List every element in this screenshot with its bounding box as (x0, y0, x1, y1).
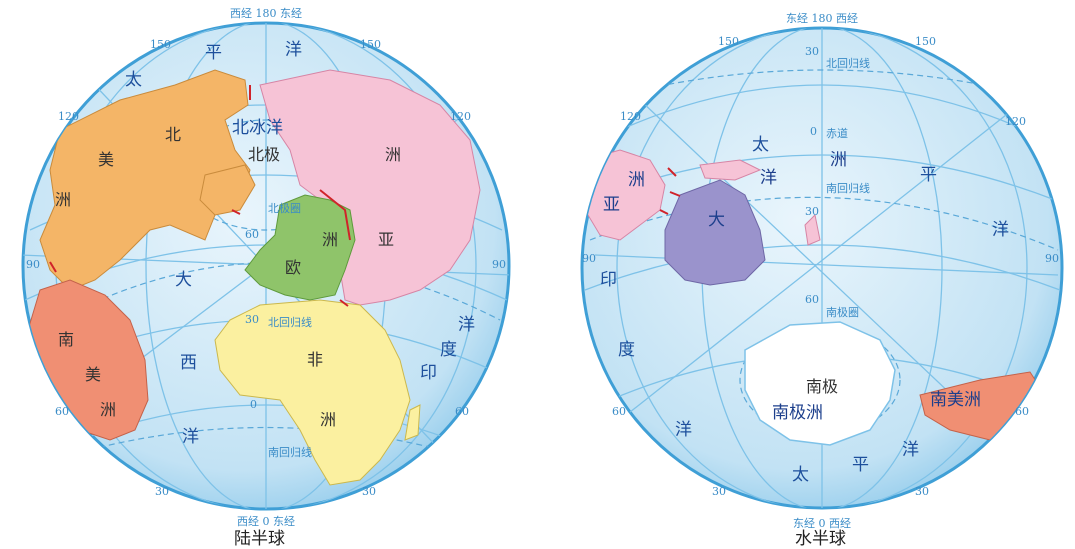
water-top-label: 东经 180 西经 (786, 12, 858, 25)
water-merid-label: 60 (612, 405, 626, 418)
oceania-shape (664, 179, 766, 286)
water-merid-label: 60 (1015, 405, 1029, 418)
water-merid-label: 150 (915, 35, 936, 48)
pacific-label-1: 太 (125, 70, 142, 90)
atlantic-label-1: 大 (175, 270, 192, 290)
new-guinea-shape (699, 159, 762, 181)
oceania-label-2: 洋 (760, 168, 777, 188)
north-america-label-2: 美 (98, 150, 114, 169)
water-lat-label: 30 (805, 45, 819, 58)
water-pacific-label-2: 平 (920, 165, 937, 185)
oceania-label-1: 大 (708, 210, 725, 230)
south-america-label-3: 洲 (100, 400, 116, 419)
land-merid-label: 30 (155, 485, 169, 498)
water-pacific-label-1: 太 (752, 135, 769, 155)
water-hemisphere: 东经 180 西经 东经 0 西经 150 150 120 120 90 90 … (580, 12, 1064, 530)
water-merid-label: 30 (915, 485, 929, 498)
land-merid-label: 30 (362, 485, 376, 498)
water-tropic-cancer-label: 北回归线 (826, 56, 870, 70)
water-indian-label-1: 印 (600, 270, 617, 290)
water-hemisphere-caption: 水半球 (795, 529, 846, 549)
oceania-label-3: 洲 (830, 150, 847, 170)
indian-label-2: 度 (440, 340, 457, 360)
land-merid-label: 90 (26, 258, 40, 271)
land-merid-label: 120 (450, 110, 471, 123)
antarctica-label: 南极洲 (772, 403, 823, 423)
land-lat-label: 30 (245, 313, 259, 326)
water-asia-label-1: 亚 (603, 195, 620, 215)
land-merid-label: 90 (492, 258, 506, 271)
north-america-label-1: 北 (165, 125, 181, 144)
water-pacific-label-3: 洋 (992, 220, 1009, 240)
atlantic-label-2: 西 (180, 353, 197, 373)
land-lat-label: 0 (250, 398, 257, 411)
water-merid-label: 150 (718, 35, 739, 48)
south-pole-label: 南极 (806, 377, 838, 396)
arctic-circle-label: 北极圈 (268, 201, 301, 215)
water-lat-label: 0 (810, 125, 817, 138)
equator-label: 赤道 (826, 126, 848, 140)
water-merid-label: 90 (1045, 252, 1059, 265)
water-bottom-label: 东经 0 西经 (793, 517, 851, 530)
north-america-label-3: 洲 (55, 190, 71, 209)
land-hemisphere-caption: 陆半球 (234, 529, 285, 549)
land-lat-label: 60 (245, 228, 259, 241)
water-merid-label: 120 (1005, 115, 1026, 128)
water-tropic-capricorn-label: 南回归线 (826, 181, 870, 195)
tropic-capricorn-label: 南回归线 (268, 445, 312, 459)
tropic-cancer-label: 北回归线 (268, 315, 312, 329)
land-merid-label: 150 (360, 38, 381, 51)
antarctica-shape (744, 321, 896, 446)
north-pole-label: 北极 (248, 145, 280, 164)
land-top-label: 西经 180 东经 (230, 7, 302, 20)
water-indian-label-2: 度 (618, 340, 635, 360)
asia-label-1: 亚 (378, 230, 394, 249)
water-lat-label: 60 (805, 293, 819, 306)
pacific-label-2: 平 (205, 43, 222, 63)
indian-label-1: 印 (420, 363, 437, 383)
europe-label: 欧 (285, 258, 301, 277)
south-america-label-2: 美 (85, 365, 101, 384)
antarctic-circle-label: 南极圈 (826, 305, 859, 319)
asia-shape (259, 69, 481, 306)
africa-label-1: 非 (307, 350, 323, 369)
land-merid-label: 60 (455, 405, 469, 418)
water-lat-label: 30 (805, 205, 819, 218)
land-merid-label: 60 (55, 405, 69, 418)
water-indian-label-3: 洋 (675, 420, 692, 440)
water-south-america-label: 南美洲 (930, 390, 981, 410)
land-hemisphere: 西经 180 东经 西经 0 东经 150 150 120 120 90 90 … (21, 7, 511, 528)
asia-label-2: 洲 (385, 145, 401, 164)
land-merid-label: 120 (58, 110, 79, 123)
water-pacific-bottom-2: 平 (852, 455, 869, 475)
europe-zhou-label: 洲 (322, 230, 338, 249)
pacific-label-3: 洋 (285, 40, 302, 60)
new-zealand-shape (804, 213, 821, 246)
madagascar-shape (404, 404, 421, 441)
north-america-shape (39, 69, 251, 291)
south-america-label-1: 南 (58, 330, 74, 349)
africa-label-2: 洲 (320, 410, 336, 429)
water-pacific-bottom-1: 太 (792, 465, 809, 485)
water-merid-label: 30 (712, 485, 726, 498)
greenland-shape (199, 164, 256, 216)
water-asia-label-2: 洲 (628, 170, 645, 190)
land-bottom-label: 西经 0 东经 (237, 515, 295, 528)
water-merid-label: 90 (582, 252, 596, 265)
africa-shape (214, 299, 411, 486)
indian-label-3: 洋 (458, 315, 475, 335)
water-merid-label: 120 (620, 110, 641, 123)
atlantic-label-3: 洋 (182, 427, 199, 447)
water-pacific-bottom-3: 洋 (902, 440, 919, 460)
boundary-marks (49, 85, 351, 307)
asia-water-shape (584, 149, 666, 241)
land-merid-label: 150 (150, 38, 171, 51)
arctic-ocean-label: 北冰洋 (232, 118, 283, 138)
water-boundary-marks (659, 167, 681, 215)
